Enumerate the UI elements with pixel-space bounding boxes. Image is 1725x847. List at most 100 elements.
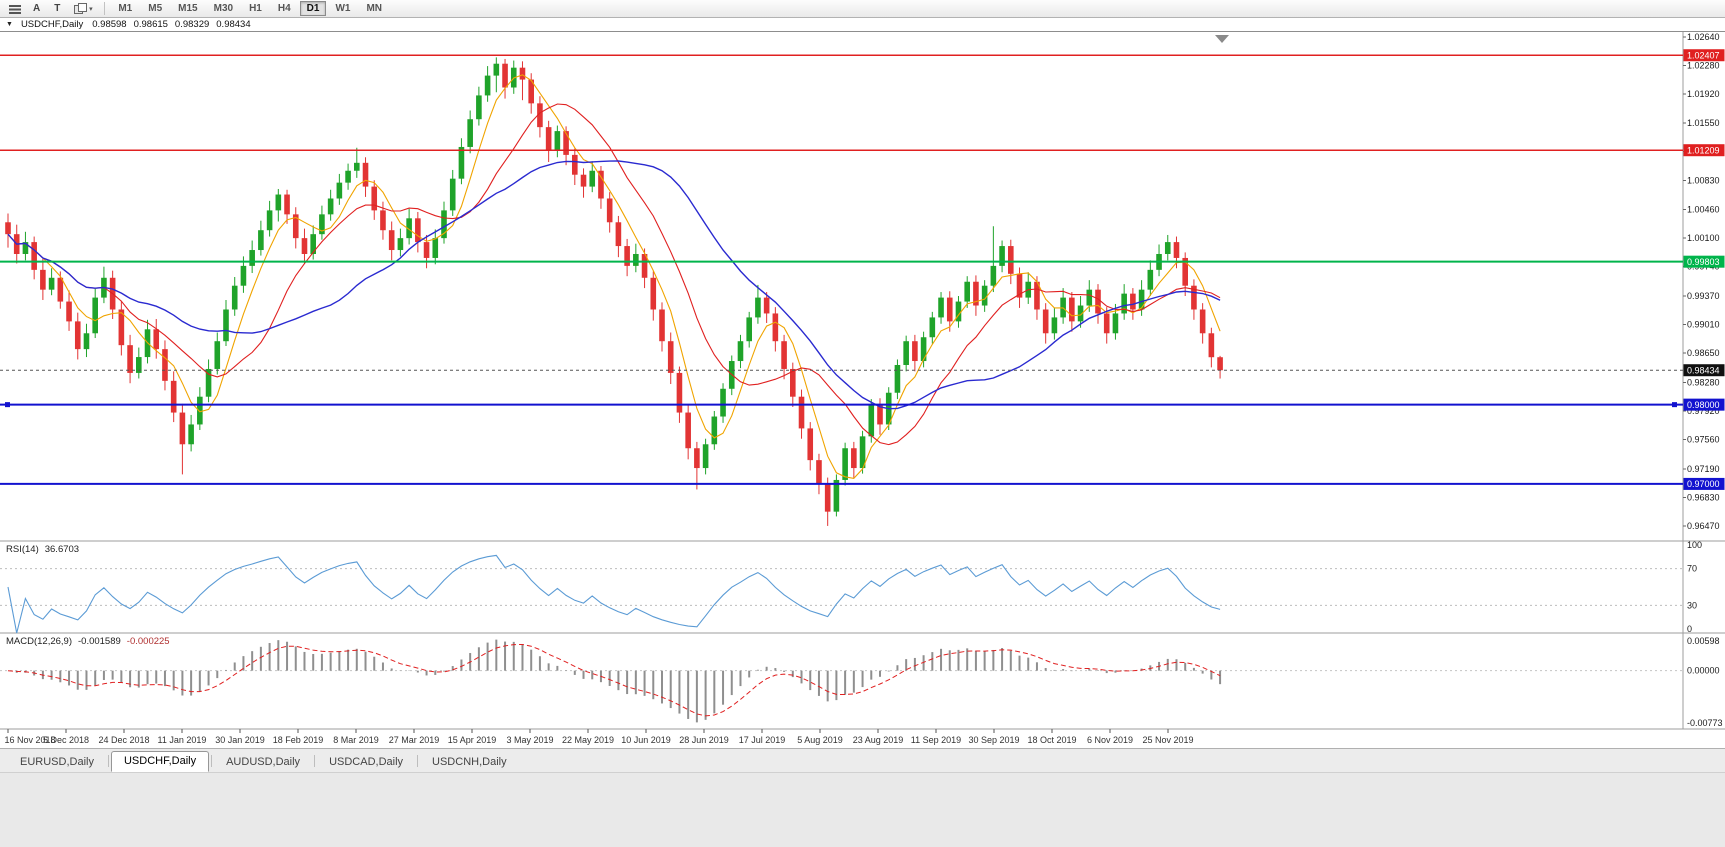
- horizontal-lines: [0, 54, 1683, 485]
- timeframe-button-m30[interactable]: M30: [207, 1, 240, 16]
- candle-body: [310, 234, 316, 254]
- candle-body: [537, 103, 543, 128]
- candle-body: [179, 412, 186, 445]
- ohlc-info-bar: ▼ USDCHF,Daily 0.98598 0.98615 0.98329 0…: [0, 18, 1725, 32]
- tab-separator: [107, 755, 109, 767]
- timeframe-button-mn[interactable]: MN: [359, 1, 389, 16]
- date-axis-label: 24 Dec 2018: [98, 735, 149, 745]
- candle-body: [589, 170, 596, 187]
- medium-ma-line: [7, 103, 1221, 446]
- timeframe-button-m1[interactable]: M1: [111, 1, 139, 16]
- chart-tab-usdcnh[interactable]: USDCNH,Daily: [432, 756, 507, 768]
- date-axis-label: 23 Aug 2019: [853, 735, 904, 745]
- candle-body: [1164, 242, 1171, 254]
- date-axis-label: 28 Jun 2019: [679, 735, 729, 745]
- timeframe-button-d1[interactable]: D1: [299, 1, 327, 16]
- timeframe-button-h4[interactable]: H4: [271, 1, 298, 16]
- candle-body: [48, 277, 55, 290]
- chart-list-icon[interactable]: [5, 1, 25, 16]
- candle-body: [606, 198, 613, 223]
- svg-text:1.01209: 1.01209: [1687, 145, 1720, 155]
- candle-body: [598, 170, 604, 199]
- candle-body: [345, 170, 351, 183]
- toolbar-button-a[interactable]: A: [27, 1, 46, 16]
- timeframe-button-m15[interactable]: M15: [171, 1, 204, 16]
- svg-text:0.98000: 0.98000: [1687, 400, 1720, 410]
- chart-tab-usdcad[interactable]: USDCAD,Daily: [329, 756, 404, 768]
- candle-body: [981, 285, 988, 306]
- candle-body: [912, 341, 918, 362]
- chart-tab-usdchf[interactable]: USDCHF,Daily: [110, 751, 210, 772]
- candle-body: [903, 341, 909, 365]
- candle-body: [484, 75, 491, 96]
- hamburger-icon: [9, 4, 21, 14]
- date-axis-label: 30 Sep 2019: [968, 735, 1019, 745]
- candle-body: [554, 131, 561, 151]
- macd-histogram: [15, 639, 1222, 723]
- candle-body: [1086, 289, 1093, 306]
- candle-body: [205, 368, 212, 397]
- price-axis-label: 1.00100: [1687, 233, 1720, 243]
- price-axis: 1.026401.022801.019201.015501.011901.008…: [1683, 32, 1720, 531]
- timeframe-toolbar: M1 M5 M15 M30 H1 H4 D1 W1 MN: [110, 1, 390, 16]
- candle-body: [702, 444, 709, 469]
- hline-handle[interactable]: [5, 402, 10, 408]
- hline-handle[interactable]: [1672, 402, 1677, 408]
- axis-label-0.97000: 0.97000: [1683, 477, 1725, 490]
- candle-body: [685, 412, 691, 449]
- chart-tab-audusd[interactable]: AUDUSD,Daily: [226, 756, 301, 768]
- candle-body: [83, 333, 90, 350]
- high-value: 0.98615: [133, 19, 168, 30]
- toolbar-button-t[interactable]: T: [48, 1, 66, 16]
- toolbar-separator: [104, 2, 106, 15]
- chart-shift-marker-icon[interactable]: [1215, 35, 1229, 43]
- timeframe-button-m5[interactable]: M5: [141, 1, 169, 16]
- candle-body: [842, 448, 848, 480]
- svg-text:0.97000: 0.97000: [1687, 479, 1720, 489]
- date-axis-label: 5 Aug 2019: [797, 735, 843, 745]
- candle-body: [275, 194, 282, 211]
- candle-body: [659, 309, 665, 342]
- candle-body: [301, 238, 308, 254]
- fast-ma-line: [7, 74, 1221, 479]
- chart-canvas[interactable]: 1.026401.022801.019201.015501.011901.008…: [0, 32, 1725, 748]
- candle-body: [877, 404, 883, 425]
- close-value: 0.98434: [216, 19, 251, 30]
- chart-tab-eurusd[interactable]: EURUSD,Daily: [20, 756, 94, 768]
- date-axis-label: 30 Jan 2019: [215, 735, 265, 745]
- price-axis-label: 0.98280: [1687, 377, 1720, 387]
- price-axis-label: 0.99010: [1687, 320, 1720, 330]
- timeframe-button-w1[interactable]: W1: [328, 1, 357, 16]
- candle-body: [1138, 289, 1145, 310]
- candle-body: [624, 246, 630, 266]
- candle-body: [432, 238, 439, 258]
- chart-frame: [0, 32, 1725, 730]
- candle-body: [284, 194, 290, 215]
- candle-body: [824, 483, 831, 512]
- price-axis-label: 1.01920: [1687, 89, 1720, 99]
- svg-text:1.02407: 1.02407: [1687, 50, 1720, 60]
- candle-body: [249, 250, 255, 266]
- candle-body: [371, 186, 378, 211]
- candle-body: [790, 368, 796, 397]
- tab-separator: [314, 755, 316, 767]
- templates-button[interactable]: ▾: [68, 1, 98, 16]
- candle-body: [1173, 242, 1180, 258]
- timeframe-button-h1[interactable]: H1: [242, 1, 269, 16]
- date-axis-label: 27 Mar 2019: [389, 735, 440, 745]
- candle-body: [1121, 293, 1127, 314]
- candle-body: [319, 214, 325, 235]
- candle-body: [1051, 317, 1058, 334]
- price-axis-label: 0.97560: [1687, 435, 1720, 445]
- price-axis-label: 0.98650: [1687, 348, 1720, 358]
- candlesticks: [5, 57, 1223, 526]
- collapse-triangle-icon[interactable]: ▼: [6, 21, 13, 28]
- candle-body: [66, 301, 72, 322]
- candle-body: [362, 162, 369, 187]
- price-axis-label: 1.02640: [1687, 32, 1720, 42]
- date-axis-label: 22 May 2019: [562, 735, 614, 745]
- candle-body: [449, 178, 456, 211]
- candle-body: [894, 364, 901, 393]
